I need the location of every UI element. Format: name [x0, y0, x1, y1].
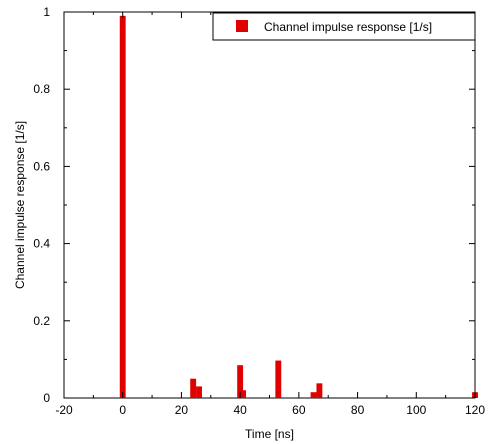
- x-tick-label: 80: [351, 403, 365, 417]
- y-tick-label: 0: [43, 391, 50, 405]
- y-tick-label: 0.2: [33, 314, 50, 328]
- impulse-bar: [237, 365, 244, 398]
- x-tick-label: 60: [292, 403, 306, 417]
- x-tick-label: 0: [119, 403, 126, 417]
- impulse-bar: [190, 378, 197, 398]
- x-tick-label: -20: [55, 403, 73, 417]
- impulse-bar: [310, 392, 317, 398]
- y-axis-label: Channel impulse response [1/s]: [13, 121, 27, 289]
- y-axis-ticks: 0 0.2 0.4 0.6 0.8 1: [33, 5, 475, 405]
- y-tick-label: 0.6: [33, 159, 50, 173]
- x-tick-label: 100: [406, 403, 426, 417]
- bars: [119, 15, 478, 399]
- x-tick-label: 20: [175, 403, 189, 417]
- legend-label: Channel impulse response [1/s]: [264, 20, 432, 34]
- y-tick-label: 0.8: [33, 82, 50, 96]
- x-axis-label: Time [ns]: [245, 427, 294, 441]
- x-axis-ticks: -20 0 20 40 60 80 100 120: [55, 12, 485, 417]
- legend: Channel impulse response [1/s]: [212, 12, 476, 41]
- x-tick-label: 120: [465, 403, 485, 417]
- legend-box: [212, 12, 476, 41]
- legend-swatch: [236, 20, 248, 32]
- impulse-bar: [316, 383, 323, 398]
- x-tick-label: 40: [233, 403, 247, 417]
- impulse-bar: [240, 390, 247, 398]
- impulse-bar: [275, 360, 282, 398]
- y-tick-label: 1: [43, 5, 50, 19]
- impulse-bar: [196, 386, 202, 398]
- y-tick-label: 0.4: [33, 237, 50, 251]
- impulse-bar: [119, 15, 126, 399]
